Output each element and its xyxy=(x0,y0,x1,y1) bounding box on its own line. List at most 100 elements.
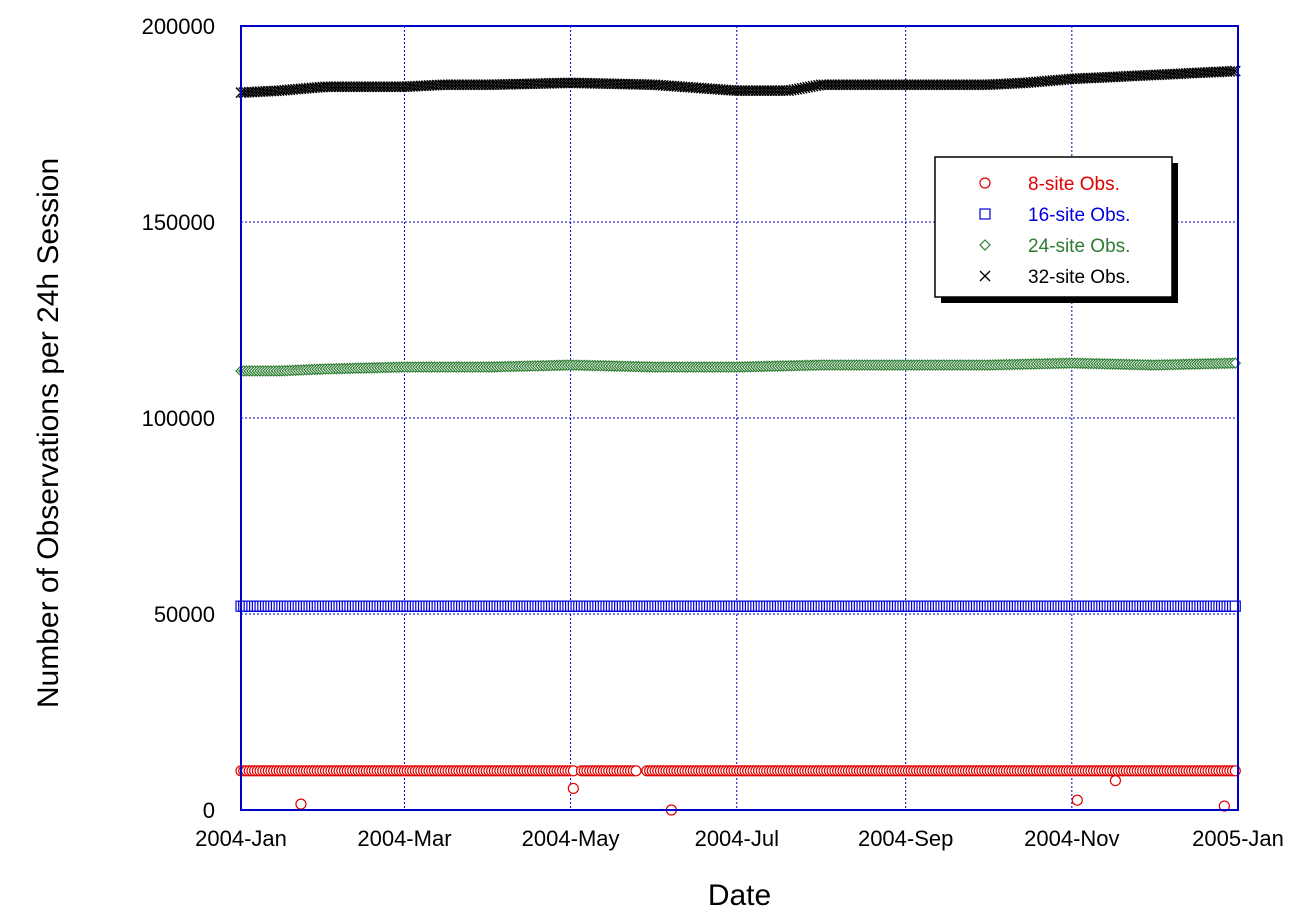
data-point xyxy=(913,79,925,91)
data-point xyxy=(766,85,778,97)
data-point xyxy=(325,81,337,93)
data-point xyxy=(497,78,509,90)
data-point xyxy=(1229,600,1241,612)
data-point xyxy=(328,81,340,93)
data-point xyxy=(943,79,955,91)
legend-label: 24-site Obs. xyxy=(1028,236,1130,257)
data-point xyxy=(442,79,454,91)
series-4 xyxy=(235,65,1241,99)
data-point xyxy=(377,81,389,93)
data-point xyxy=(581,77,593,89)
data-point xyxy=(439,79,451,91)
data-point xyxy=(815,79,827,91)
data-point xyxy=(363,81,375,93)
series-1 xyxy=(235,765,1241,816)
data-point xyxy=(960,79,972,91)
data-point xyxy=(979,79,991,91)
data-point xyxy=(935,79,947,91)
data-point xyxy=(586,77,598,89)
data-point xyxy=(349,81,361,93)
data-point xyxy=(447,79,459,91)
data-point xyxy=(911,79,923,91)
data-point xyxy=(924,79,936,91)
data-point xyxy=(938,79,950,91)
data-point xyxy=(330,81,342,93)
data-point xyxy=(619,78,631,90)
x-tick-label: 2004-Mar xyxy=(357,826,451,851)
data-point xyxy=(540,77,552,89)
data-point xyxy=(352,81,364,93)
data-point xyxy=(862,79,874,91)
data-point xyxy=(458,79,470,91)
data-point xyxy=(507,78,519,90)
data-point xyxy=(385,81,397,93)
data-point xyxy=(864,79,876,91)
data-point xyxy=(638,79,650,91)
data-point xyxy=(595,78,607,90)
data-point xyxy=(728,84,740,96)
data-point xyxy=(567,77,579,89)
data-point xyxy=(962,79,974,91)
data-point xyxy=(382,81,394,93)
legend-label: 32-site Obs. xyxy=(1028,267,1130,288)
data-point xyxy=(573,77,585,89)
data-point xyxy=(823,79,835,91)
data-point xyxy=(592,77,604,89)
data-point xyxy=(883,79,895,91)
data-point xyxy=(1218,800,1230,812)
data-point xyxy=(747,85,759,97)
data-point xyxy=(521,78,533,90)
data-point xyxy=(319,81,331,93)
data-point xyxy=(731,85,743,97)
data-point xyxy=(499,78,511,90)
data-point xyxy=(965,79,977,91)
data-point xyxy=(742,85,754,97)
series-3 xyxy=(235,357,1242,377)
data-point xyxy=(565,77,577,89)
data-point xyxy=(477,79,489,91)
data-point xyxy=(848,79,860,91)
x-axis-label: Date xyxy=(708,879,771,912)
data-point xyxy=(916,79,928,91)
data-point xyxy=(750,85,762,97)
data-point xyxy=(322,81,334,93)
data-point xyxy=(379,81,391,93)
data-point xyxy=(894,79,906,91)
data-point xyxy=(437,79,449,91)
data-point xyxy=(486,79,498,91)
data-point xyxy=(445,79,457,91)
data-point xyxy=(921,79,933,91)
data-point xyxy=(526,78,538,90)
data-point xyxy=(957,79,969,91)
plot-frame xyxy=(240,25,1239,811)
data-point xyxy=(832,79,844,91)
data-point xyxy=(616,78,628,90)
data-point xyxy=(878,79,890,91)
data-point xyxy=(576,77,587,89)
y-tick-label: 100000 xyxy=(142,406,215,431)
data-point xyxy=(339,81,351,93)
data-point xyxy=(480,79,492,91)
data-point xyxy=(946,79,958,91)
data-point xyxy=(753,85,765,97)
data-point xyxy=(589,77,601,89)
data-point xyxy=(524,78,536,90)
data-point xyxy=(763,85,775,97)
data-point xyxy=(532,78,544,90)
tick-labels: 2004-Jan 2004-Mar 2004-May 2004-Jul 2004-Sep… xyxy=(142,14,1284,851)
x-tick-label: 2005-Jan xyxy=(1192,826,1284,851)
data-point xyxy=(644,79,656,91)
data-point xyxy=(502,78,514,90)
data-point xyxy=(366,81,378,93)
data-point xyxy=(954,79,966,91)
data-point xyxy=(902,79,914,91)
data-point xyxy=(295,798,307,810)
legend-marker xyxy=(979,208,991,220)
data-point xyxy=(641,79,653,91)
data-point xyxy=(461,79,473,91)
data-point xyxy=(889,79,901,91)
data-point xyxy=(516,78,528,90)
data-point xyxy=(529,78,541,90)
data-point xyxy=(597,78,609,90)
data-point xyxy=(371,81,383,93)
